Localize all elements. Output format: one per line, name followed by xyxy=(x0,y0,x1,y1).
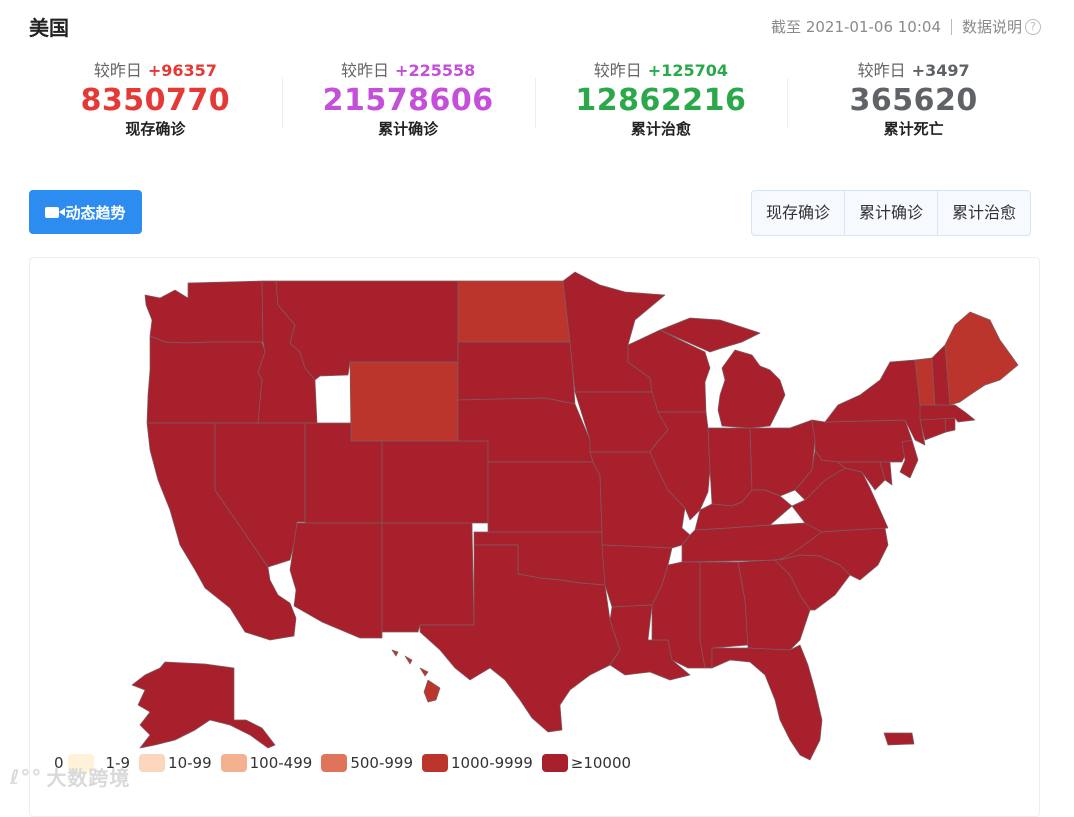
state-maine[interactable] xyxy=(944,311,1019,406)
state-new-jersey[interactable] xyxy=(899,439,919,479)
state-delaware[interactable] xyxy=(879,461,893,486)
us-choropleth-map xyxy=(131,271,1019,761)
watermark: ℓ°° 大数跨境 xyxy=(10,762,130,791)
state-colorado[interactable] xyxy=(381,440,489,524)
update-info: 截至 2021-01-06 10:04 数据说明 ? xyxy=(771,16,1041,37)
legend-label: 100-499 xyxy=(249,754,313,772)
delta-value: +3497 xyxy=(911,61,970,80)
state-oregon[interactable] xyxy=(146,335,266,424)
territory-puerto-rico[interactable] xyxy=(883,732,915,746)
stat-value: 8350770 xyxy=(80,83,231,118)
stat-label: 累计治愈 xyxy=(630,120,691,138)
as-of-timestamp: 截至 2021-01-06 10:04 xyxy=(771,18,941,36)
state-connecticut[interactable] xyxy=(919,417,947,441)
stats-row: 较昨日 +96357 8350770 现存确诊 较昨日 +225558 215786… xyxy=(29,60,1040,150)
delta-label: 较昨日 xyxy=(593,61,642,80)
dynamic-trend-button[interactable]: 动态趋势 xyxy=(29,190,142,234)
legend-swatch xyxy=(422,754,449,772)
legend-label: 10-99 xyxy=(168,754,212,772)
legend-item[interactable]: 1000-9999 xyxy=(422,754,533,772)
legend-swatch xyxy=(321,754,348,772)
legend-item[interactable]: 0 xyxy=(54,754,97,772)
dynamic-trend-label: 动态趋势 xyxy=(65,203,126,222)
divider xyxy=(950,18,952,35)
legend-swatch xyxy=(220,754,247,772)
tab-total-confirmed[interactable]: 累计确诊 xyxy=(844,191,937,235)
legend-item[interactable]: 100-499 xyxy=(220,754,313,772)
legend-label: 0 xyxy=(54,754,64,772)
map-legend: 0 1-9 10-99 100-499 500-999 1000-9999 ≥1… xyxy=(54,754,640,772)
legend-label: 1000-9999 xyxy=(451,754,533,772)
state-south-dakota[interactable] xyxy=(457,341,576,405)
delta-label: 较昨日 xyxy=(857,61,906,80)
state-michigan[interactable] xyxy=(659,317,786,429)
stat-total-deaths: 较昨日 +3497 365620 累计死亡 xyxy=(787,60,1040,150)
stat-delta: 较昨日 +96357 xyxy=(29,60,282,82)
state-texas[interactable] xyxy=(419,544,621,733)
legend-item[interactable]: 10-99 xyxy=(139,754,212,772)
delta-label: 较昨日 xyxy=(93,61,142,80)
delta-value: +96357 xyxy=(147,61,217,80)
stat-current-confirmed: 较昨日 +96357 8350770 现存确诊 xyxy=(29,60,282,150)
data-note-link[interactable]: 数据说明 xyxy=(961,18,1022,36)
state-florida[interactable] xyxy=(711,644,823,761)
tab-total-recovered[interactable]: 累计治愈 xyxy=(937,191,1030,235)
legend-label: ≥10000 xyxy=(570,754,632,772)
stat-value: 12862216 xyxy=(575,83,747,118)
state-alaska[interactable] xyxy=(131,661,276,749)
state-new-mexico[interactable] xyxy=(381,522,475,633)
state-kansas[interactable] xyxy=(487,461,603,533)
legend-item[interactable]: ≥10000 xyxy=(541,754,632,772)
legend-item[interactable]: 1-9 xyxy=(106,754,131,772)
stat-delta: 较昨日 +3497 xyxy=(787,60,1040,82)
video-camera-icon xyxy=(45,206,66,218)
stat-value: 365620 xyxy=(849,83,978,118)
legend-label: 1-9 xyxy=(105,754,131,772)
legend-swatch xyxy=(67,754,94,772)
watermark-text: 大数跨境 xyxy=(46,766,131,790)
legend-item[interactable]: 500-999 xyxy=(321,754,413,772)
state-indiana[interactable] xyxy=(707,427,753,507)
logo-icon: ℓ°° xyxy=(10,764,43,789)
stat-total-confirmed: 较昨日 +225558 21578606 累计确诊 xyxy=(281,60,535,150)
tab-current-confirmed[interactable]: 现存确诊 xyxy=(766,203,831,222)
stat-delta: 较昨日 +125704 xyxy=(535,60,788,82)
state-wyoming[interactable] xyxy=(349,361,459,442)
legend-swatch xyxy=(541,754,568,772)
stat-total-recovered: 较昨日 +125704 12862216 累计治愈 xyxy=(534,60,788,150)
help-icon[interactable]: ? xyxy=(1025,18,1041,35)
state-rhode-island[interactable] xyxy=(944,417,956,433)
state-louisiana[interactable] xyxy=(609,604,691,681)
stat-label: 现存确诊 xyxy=(125,120,186,138)
state-pennsylvania[interactable] xyxy=(811,419,913,463)
state-north-dakota[interactable] xyxy=(457,280,571,343)
state-hawaii[interactable] xyxy=(391,649,441,703)
stat-value: 21578606 xyxy=(322,83,494,118)
legend-swatch xyxy=(139,754,166,772)
state-massachusetts[interactable] xyxy=(919,404,976,423)
legend-label: 500-999 xyxy=(350,754,414,772)
delta-value: +225558 xyxy=(395,61,476,80)
delta-value: +125704 xyxy=(647,61,728,80)
state-arizona[interactable] xyxy=(289,522,383,639)
page-title: 美国 xyxy=(29,16,69,40)
delta-label: 较昨日 xyxy=(341,61,390,80)
stat-label: 累计死亡 xyxy=(883,120,944,138)
stat-delta: 较昨日 +225558 xyxy=(282,60,535,82)
stat-label: 累计确诊 xyxy=(378,120,439,138)
metric-tabs: 现存确诊 累计确诊 累计治愈 xyxy=(751,190,1032,236)
state-washington[interactable] xyxy=(144,280,264,344)
state-wisconsin[interactable] xyxy=(627,329,711,413)
